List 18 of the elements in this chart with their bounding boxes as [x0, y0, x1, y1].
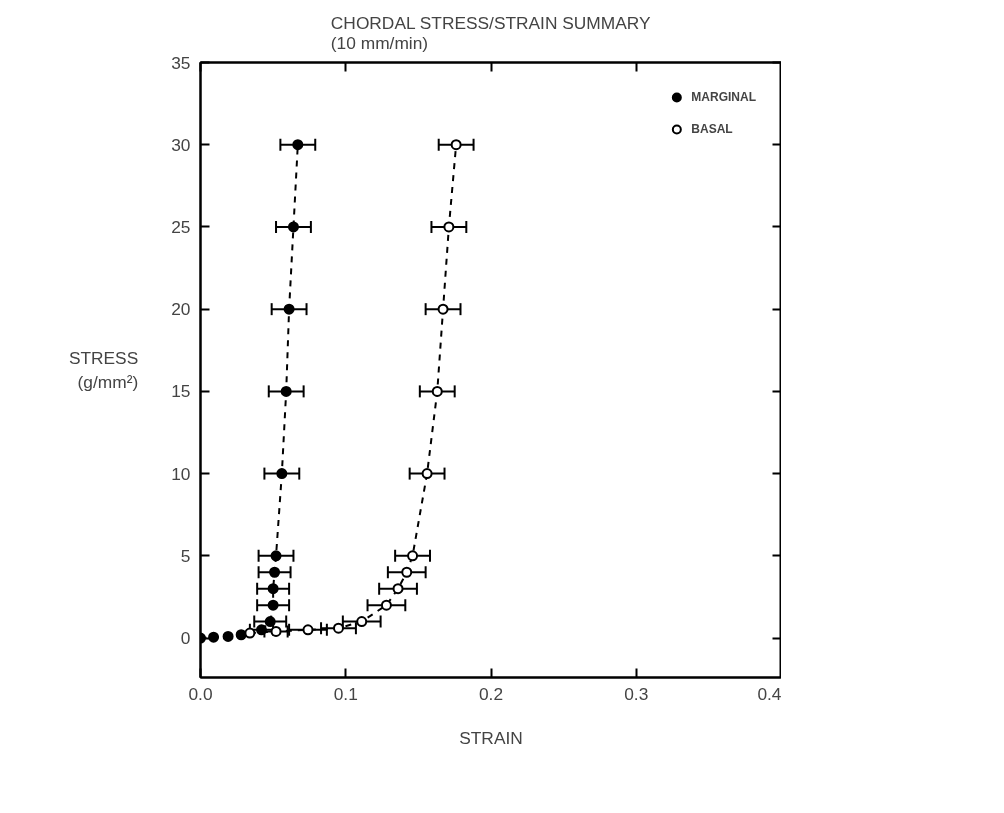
legend-label: BASAL: [691, 122, 733, 136]
legend-label: MARGINAL: [691, 90, 756, 104]
y-tick-label: 30: [171, 134, 191, 155]
y-tick-label: 35: [171, 52, 191, 73]
y-tick-label: 15: [171, 381, 191, 402]
x-tick-label: 0.2: [478, 683, 504, 704]
x-tick-label: 0.0: [188, 683, 213, 704]
y-axis-title: STRESS (g/mm²): [68, 348, 139, 392]
x-tick-label: 0.1: [333, 683, 358, 704]
y-tick-label: 5: [180, 545, 191, 566]
y-tick-label: 20: [171, 299, 191, 320]
x-tick-label: 0.3: [624, 683, 649, 704]
chart-title: CHORDAL STRESS/STRAIN SUMMARY (10 mm/min): [330, 12, 651, 53]
y-tick-label: 25: [171, 216, 191, 237]
y-tick-label: 0: [180, 628, 191, 649]
y-tick-label: 10: [171, 463, 191, 484]
x-tick-label: 0.4: [757, 683, 782, 704]
x-axis-title: STRAIN: [459, 727, 523, 748]
